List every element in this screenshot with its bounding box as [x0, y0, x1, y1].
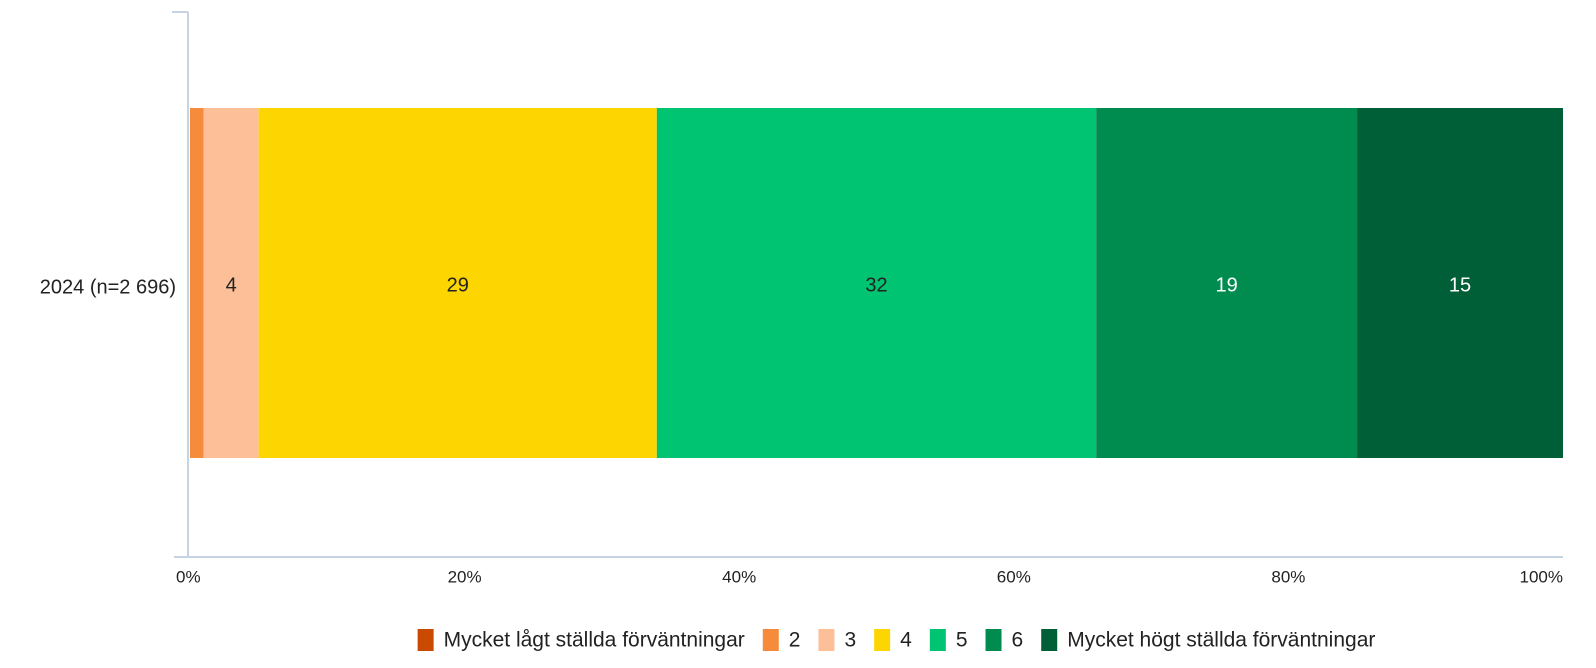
x-tick-label: 20% [448, 567, 482, 586]
legend-label: 3 [844, 629, 856, 652]
category-label: 2024 (n=2 696) [40, 276, 176, 298]
legend-label: 6 [1012, 629, 1024, 652]
legend-label: Mycket högt ställda förväntningar [1067, 629, 1375, 652]
legend-swatch [417, 629, 434, 651]
bar-segment [1357, 108, 1563, 458]
bar-segment [190, 108, 204, 458]
data-label: 4 [226, 274, 237, 296]
legend-label: 2 [789, 629, 801, 652]
data-label: 32 [865, 274, 887, 296]
legend-swatch [762, 629, 779, 651]
data-label: 29 [447, 274, 469, 296]
data-label: 19 [1215, 274, 1237, 296]
x-tick-label: 100% [1520, 567, 1563, 586]
bar-segment [203, 108, 259, 458]
x-tick-label: 40% [722, 567, 756, 586]
legend-label: 5 [956, 629, 968, 652]
bar-segment [258, 108, 657, 458]
legend-label: Mycket lågt ställda förväntningar [444, 629, 745, 652]
x-tick-label: 80% [1271, 567, 1305, 586]
data-label: 15 [1449, 274, 1471, 296]
legend: Mycket lågt ställda förväntningar 2 3 4 5 6 My… [417, 629, 1375, 652]
x-tick-label: 0% [176, 567, 201, 586]
legend-label: 4 [900, 629, 912, 652]
legend-swatch [985, 629, 1002, 651]
legend-swatch [874, 629, 891, 651]
bar-segment [656, 108, 1097, 458]
legend-swatch [1041, 629, 1058, 651]
bar-segment [1096, 108, 1358, 458]
legend-swatch [818, 629, 835, 651]
legend-swatch [929, 629, 946, 651]
x-tick-label: 60% [997, 567, 1031, 586]
